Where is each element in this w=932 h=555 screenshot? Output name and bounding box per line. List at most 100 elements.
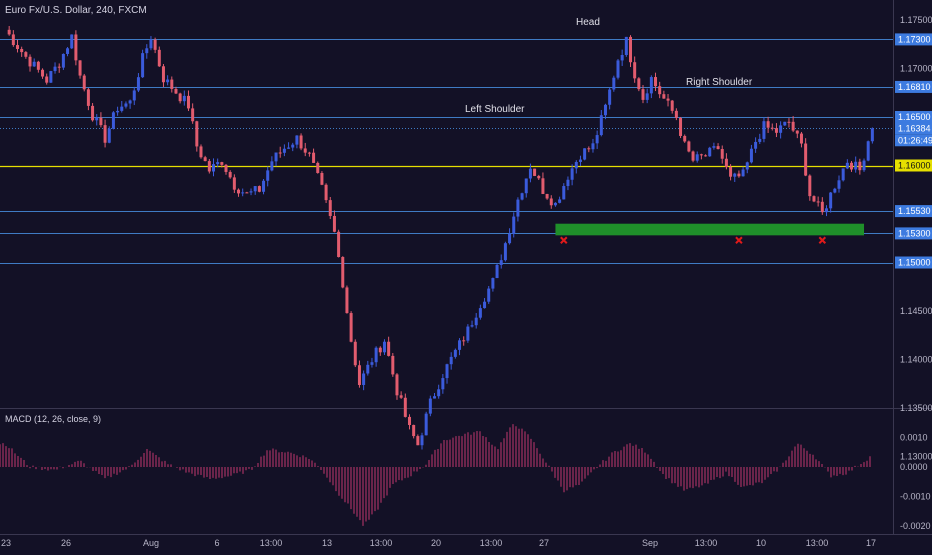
candle-body xyxy=(737,173,741,177)
candle-body xyxy=(595,135,599,144)
candle-body xyxy=(382,341,386,353)
candle-body xyxy=(599,115,603,136)
candle-body xyxy=(766,121,770,128)
candle-body xyxy=(562,186,566,200)
candle-body xyxy=(324,184,328,201)
time-tick-label: 17 xyxy=(866,538,876,548)
price-tag-1 xyxy=(895,80,932,93)
candle-body xyxy=(91,105,95,121)
candle-body xyxy=(670,100,674,111)
candle-body xyxy=(312,152,316,163)
candle-body xyxy=(32,61,36,67)
candle-body xyxy=(395,374,399,396)
candle-body xyxy=(729,167,733,177)
candle-body xyxy=(591,143,595,150)
countdown-tag xyxy=(895,134,932,147)
candle-body xyxy=(662,94,666,99)
candle-body xyxy=(186,95,190,109)
candle-body xyxy=(41,69,45,77)
price-tag-label-1: 1.16810 xyxy=(898,82,931,92)
candle-body xyxy=(136,77,140,91)
candle-body xyxy=(295,135,299,145)
candle-body xyxy=(257,186,261,192)
candle-body xyxy=(453,349,457,357)
candle-body xyxy=(470,325,474,327)
candle-body xyxy=(291,144,295,148)
candle-body xyxy=(520,193,524,200)
candle-body xyxy=(808,175,812,197)
candle-body xyxy=(66,48,70,54)
candle-body xyxy=(603,104,607,116)
candle-body xyxy=(774,128,778,133)
candle-body xyxy=(566,179,570,187)
candle-body xyxy=(82,75,86,90)
candle-body xyxy=(524,178,528,194)
candle-body xyxy=(837,180,841,189)
price-tick-label: 1.13500 xyxy=(900,403,932,413)
candle-body xyxy=(145,48,149,54)
candle-body xyxy=(16,45,20,49)
time-tick-label: Sep xyxy=(642,538,658,548)
candle-body xyxy=(270,161,274,171)
candle-body xyxy=(583,148,587,160)
candle-body xyxy=(512,216,516,234)
candle-body xyxy=(149,39,153,49)
time-tick-label: 23 xyxy=(1,538,11,548)
candle-body xyxy=(491,278,495,289)
candle-body xyxy=(374,347,378,363)
price-tick-label: 1.17000 xyxy=(900,64,932,74)
candle-body xyxy=(666,98,670,101)
candle-body xyxy=(620,54,624,61)
candle-body xyxy=(712,146,716,148)
candle-body xyxy=(866,141,870,161)
candle-body xyxy=(128,100,132,104)
candle-body xyxy=(424,413,428,436)
candle-body xyxy=(320,172,324,185)
candle-body xyxy=(795,130,799,134)
candle-body xyxy=(841,168,845,181)
candle-body xyxy=(203,157,207,162)
candle-body xyxy=(216,162,220,165)
candle-body xyxy=(487,288,491,302)
time-tick-label: 26 xyxy=(61,538,71,548)
candle-body xyxy=(103,125,107,143)
candle-body xyxy=(228,171,232,178)
candle-body xyxy=(458,340,462,350)
candle-body xyxy=(391,355,395,375)
candle-body xyxy=(770,127,774,129)
price-tag-4 xyxy=(895,159,932,172)
price-tag-label-6: 1.15300 xyxy=(898,228,931,238)
candle-body xyxy=(199,146,203,158)
candle-body xyxy=(241,192,245,194)
candle-body xyxy=(387,341,391,356)
candle-body xyxy=(578,159,582,162)
candle-body xyxy=(28,56,32,67)
candle-body xyxy=(124,103,128,107)
candle-body xyxy=(862,160,866,171)
candle-body xyxy=(274,152,278,162)
candle-body xyxy=(462,340,466,342)
candle-body xyxy=(141,53,145,78)
candle-body xyxy=(720,149,724,159)
candle-body xyxy=(558,199,562,203)
price-tag-label-0: 1.17300 xyxy=(898,34,931,44)
candle-body xyxy=(45,76,49,83)
candle-body xyxy=(545,193,549,199)
price-tag-2 xyxy=(895,111,932,123)
price-tag-5 xyxy=(895,205,932,218)
candle-body xyxy=(629,36,632,63)
candle-body xyxy=(799,133,803,144)
candle-body xyxy=(537,175,541,179)
candle-body xyxy=(570,168,574,180)
candle-body xyxy=(357,365,361,385)
reversal-marker-0 xyxy=(560,236,568,244)
candle-body xyxy=(649,77,653,94)
candle-body xyxy=(307,152,311,154)
candle-body xyxy=(824,208,828,213)
candle-body xyxy=(845,162,849,169)
candle-body xyxy=(716,146,720,150)
candle-body xyxy=(403,397,407,417)
candle-body xyxy=(332,215,336,232)
